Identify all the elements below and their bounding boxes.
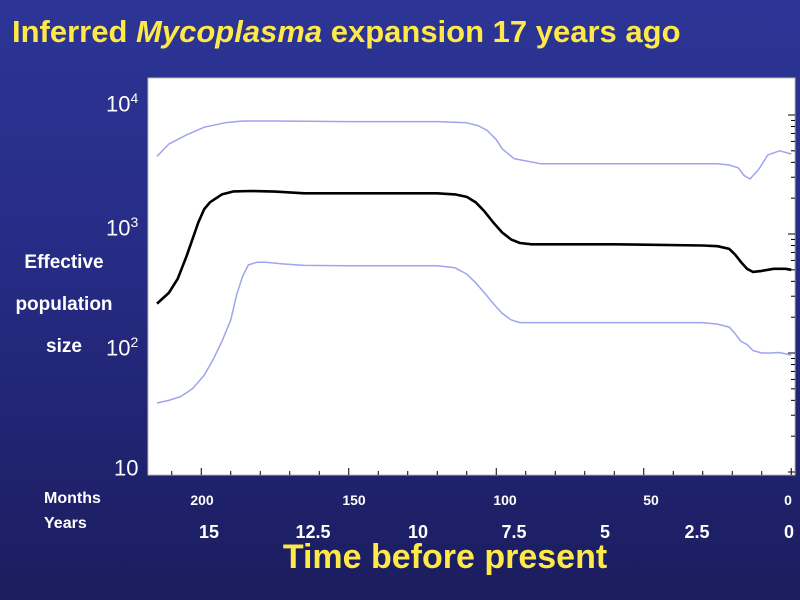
- series-lines: [156, 120, 792, 404]
- y-tick-label: 102: [106, 334, 139, 361]
- month-tick-label: 50: [643, 492, 659, 508]
- year-tick-label: 15: [198, 522, 220, 542]
- month-tick-label: 0: [784, 492, 792, 508]
- series-line-median: [156, 189, 792, 305]
- plot-area: [147, 77, 796, 476]
- y-tick-label: 103: [106, 214, 139, 241]
- y-tick-label: 10: [114, 455, 139, 481]
- year-tick-label: 7.5: [501, 522, 527, 542]
- y-axis-label-line: population: [15, 294, 113, 315]
- years-row-label: Years: [44, 515, 87, 532]
- month-tick-label: 150: [342, 492, 366, 508]
- y-tick-label: 104: [106, 90, 139, 117]
- year-tick-label: 2.5: [684, 522, 710, 542]
- year-tick-label: 12.5: [295, 522, 331, 542]
- month-tick-label: 200: [190, 492, 214, 508]
- month-tick-label: 100: [493, 492, 517, 508]
- year-tick-label: 10: [407, 522, 429, 542]
- months-row-label: Months: [44, 490, 101, 507]
- axis-ticks: [171, 114, 795, 475]
- x-axis-title: Time before present: [282, 538, 608, 576]
- chart-title: Inferred Mycoplasma expansion 17 years a…: [12, 14, 681, 49]
- series-line-lower: [156, 261, 792, 404]
- y-axis-label-line: Effective: [24, 252, 104, 273]
- y-axis-label-line: size: [46, 336, 82, 357]
- series-line-upper: [156, 120, 792, 180]
- year-tick-label: 0: [783, 522, 795, 542]
- year-tick-label: 5: [599, 522, 611, 542]
